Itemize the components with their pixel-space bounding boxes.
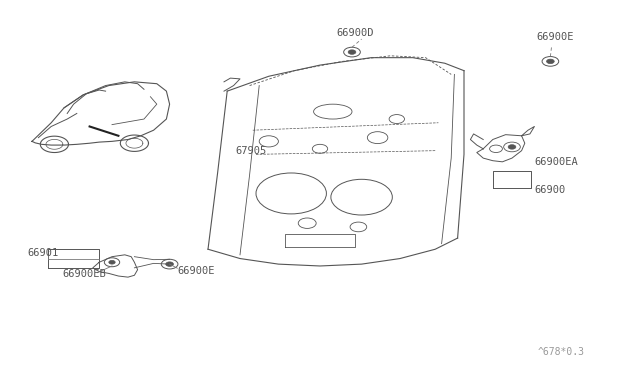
Text: 66900EB: 66900EB	[63, 269, 106, 279]
Circle shape	[547, 59, 554, 64]
Circle shape	[348, 50, 356, 54]
Text: 66900E: 66900E	[177, 266, 215, 276]
Text: ^678*0.3: ^678*0.3	[538, 347, 584, 356]
Text: 66901: 66901	[27, 248, 58, 258]
Circle shape	[109, 260, 115, 264]
Text: 67905: 67905	[236, 146, 267, 155]
Circle shape	[166, 262, 173, 266]
Text: 66900: 66900	[534, 185, 566, 195]
Text: 66900EA: 66900EA	[534, 157, 578, 167]
Text: 66900E: 66900E	[536, 32, 574, 42]
Text: 66900D: 66900D	[336, 29, 374, 38]
Circle shape	[508, 145, 516, 149]
